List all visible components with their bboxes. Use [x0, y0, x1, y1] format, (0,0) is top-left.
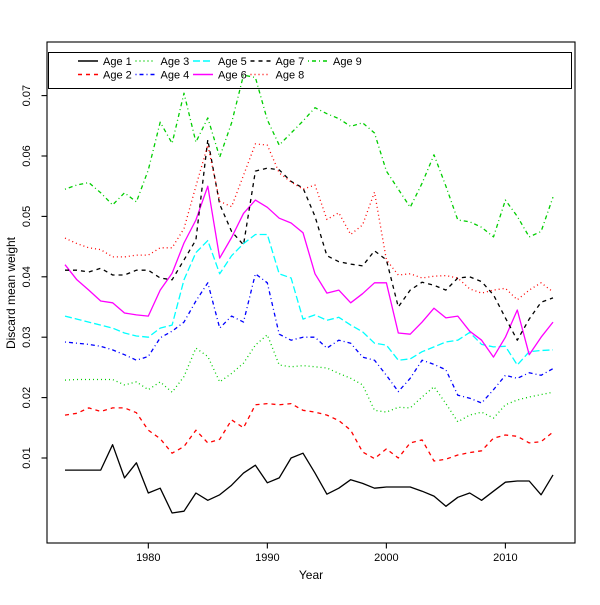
x-tick-label: 1990	[255, 552, 279, 564]
x-tick-label: 2010	[493, 552, 517, 564]
legend-label-age-7: Age 7	[276, 56, 305, 68]
legend-label-age-3: Age 3	[161, 56, 190, 68]
legend-label-age-2: Age 2	[103, 70, 132, 82]
y-tick-label: 0.07	[21, 85, 33, 106]
series-line-age-6	[64, 185, 554, 358]
y-tick-label: 0.03	[21, 326, 33, 347]
series-line-age-3	[64, 334, 554, 423]
y-tick-label: 0.02	[21, 387, 33, 408]
y-axis: 0.01 0.02 0.03 0.04 0.05 0.06 0.07	[21, 85, 47, 469]
series-lines	[64, 74, 554, 514]
legend-border	[48, 52, 572, 89]
series-line-age-1	[65, 444, 554, 514]
plot-border	[46, 41, 576, 544]
x-tick-label: 2000	[374, 552, 398, 564]
series-line-age-2	[64, 402, 554, 462]
y-tick-label: 0.04	[21, 266, 33, 287]
legend-label-age-6: Age 6	[218, 70, 247, 82]
series-line-age-5	[64, 233, 554, 366]
legend-label-age-1: Age 1	[103, 56, 132, 68]
x-axis: 1980 1990 2000 2010	[136, 543, 518, 564]
series-line-age-7	[65, 139, 554, 341]
series-line-age-8	[64, 143, 554, 301]
legend: Age 1 Age 2 Age 3 Age 4 Age 5 Age 6 Age 7 Age 8…	[48, 52, 572, 89]
x-axis-title: Year	[299, 568, 323, 582]
y-tick-label: 0.01	[21, 447, 33, 468]
x-tick-label: 1980	[136, 552, 160, 564]
y-tick-label: 0.06	[21, 145, 33, 166]
series-line-age-4	[64, 273, 554, 404]
series-line-age-9	[64, 74, 554, 238]
legend-label-age-9: Age 9	[333, 56, 362, 68]
legend-label-age-4: Age 4	[161, 70, 190, 82]
y-axis-title: Discard mean weight	[4, 236, 18, 349]
legend-entries: Age 1 Age 2 Age 3 Age 4 Age 5 Age 6 Age 7 Age 8…	[78, 56, 362, 82]
y-tick-label: 0.05	[21, 206, 33, 227]
legend-label-age-5: Age 5	[218, 56, 247, 68]
legend-label-age-8: Age 8	[276, 70, 305, 82]
